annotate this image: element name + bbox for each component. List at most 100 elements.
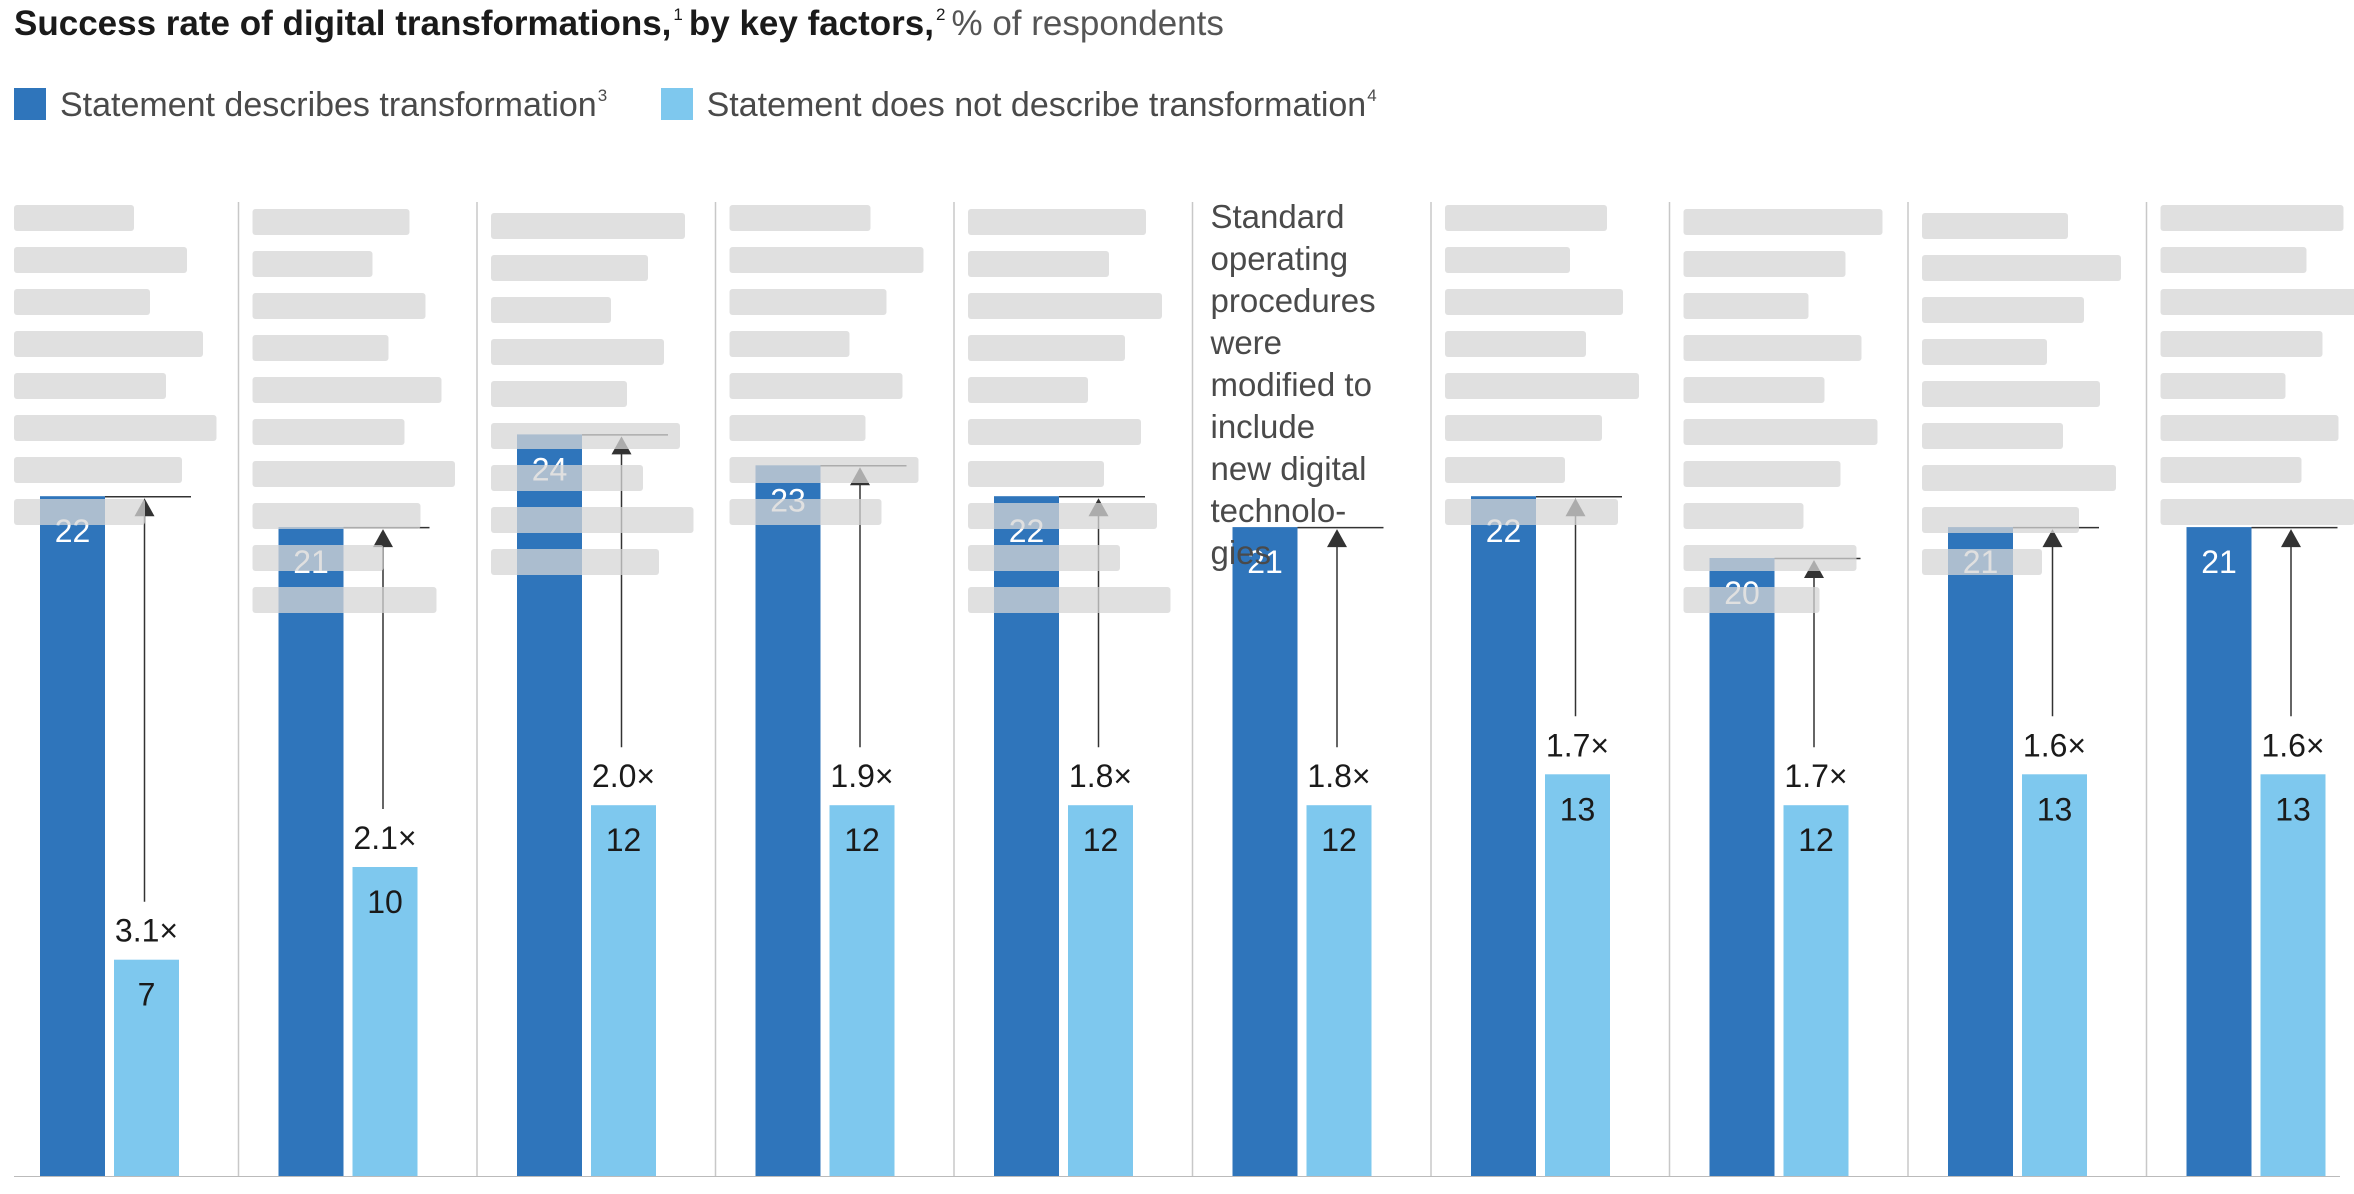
redacted-line <box>252 587 437 613</box>
bar-does-not-describe <box>352 867 418 1176</box>
redacted-line <box>1445 499 1618 525</box>
redacted-line <box>1445 415 1602 441</box>
redacted-line <box>491 255 648 281</box>
category-label-line: Standard <box>1211 198 1345 235</box>
data-label-does-not-describe: 12 <box>844 822 880 858</box>
redacted-line <box>1683 419 1878 445</box>
legend-label-does-not-describe: Statement does not describe transformati… <box>706 86 1367 124</box>
redacted-line <box>968 335 1125 361</box>
data-label-does-not-describe: 12 <box>1798 822 1834 858</box>
redacted-category-label <box>491 213 694 575</box>
chart-title: Success rate of digital transformations,… <box>14 4 1224 44</box>
arrow-up-icon <box>373 529 393 548</box>
legend-item-does-not-describe: Statement does not describe transformati… <box>660 86 1377 125</box>
redacted-line <box>968 545 1120 571</box>
redacted-line <box>2160 331 2323 357</box>
redacted-category-label <box>1445 205 1639 525</box>
data-label-does-not-describe: 13 <box>2037 791 2073 827</box>
redacted-line <box>2160 247 2307 273</box>
bar-group-6: 21 12 1.8× Standard operating procedures were m… <box>1210 198 1384 1176</box>
redacted-line <box>968 503 1157 529</box>
redacted-line <box>252 503 421 529</box>
bar-group-4: 23121.9× <box>729 205 924 1176</box>
redacted-line <box>729 247 924 273</box>
category-label-line: procedures <box>1211 282 1376 319</box>
category-label-line: operating <box>1211 240 1349 277</box>
multiplier-label: 1.8× <box>1307 758 1370 794</box>
redacted-line <box>14 205 134 231</box>
redacted-line <box>14 289 150 315</box>
title-unit: % of respondents <box>951 4 1224 43</box>
multiplier-label: 1.7× <box>1546 727 1609 763</box>
redacted-line <box>491 297 611 323</box>
redacted-line <box>2160 415 2339 441</box>
category-label-line: gies <box>1211 534 1272 571</box>
bar-describes <box>1709 558 1775 1176</box>
redacted-line <box>968 293 1162 319</box>
data-label-does-not-describe: 12 <box>606 822 642 858</box>
category-label: Standard operating procedures were modified … <box>1210 198 1376 571</box>
redacted-line <box>252 419 405 445</box>
redacted-line <box>491 423 680 449</box>
bar-group-3: 24122.0× <box>491 213 694 1176</box>
redacted-line <box>252 335 389 361</box>
redacted-line <box>252 377 442 403</box>
category-label-line: modified to <box>1211 366 1372 403</box>
redacted-line <box>1922 381 2100 407</box>
redacted-line <box>1683 461 1841 487</box>
redacted-line <box>1922 255 2121 281</box>
legend-swatch-does-not-describe <box>660 88 693 120</box>
redacted-line <box>1922 549 2042 575</box>
title-main: Success rate of digital transformations, <box>14 4 672 43</box>
redacted-line <box>1683 293 1809 319</box>
redacted-category-label <box>1683 209 1883 613</box>
data-label-does-not-describe: 7 <box>138 977 156 1013</box>
bar-does-not-describe <box>591 805 656 1176</box>
data-label-describes: 21 <box>1247 544 1283 580</box>
redacted-category-label <box>968 209 1171 613</box>
multiplier-label: 1.7× <box>1784 758 1847 794</box>
redacted-line <box>1922 297 2084 323</box>
redacted-line <box>2160 373 2286 399</box>
redacted-category-label <box>14 205 217 525</box>
data-label-does-not-describe: 12 <box>1083 822 1119 858</box>
bar-describes <box>40 496 105 1176</box>
bar-describes <box>1232 527 1298 1176</box>
redacted-line <box>1683 503 1804 529</box>
bar-describes <box>278 527 344 1176</box>
legend-item-describes: Statement describes transformation3 <box>14 86 607 125</box>
redacted-line <box>491 507 694 533</box>
bar-does-not-describe <box>1068 805 1133 1176</box>
redacted-line <box>729 205 871 231</box>
redacted-line <box>1683 335 1862 361</box>
redacted-category-label <box>252 209 455 613</box>
redacted-line <box>14 331 203 357</box>
multiplier-label: 1.9× <box>830 758 893 794</box>
data-label-does-not-describe: 10 <box>367 884 403 920</box>
redacted-line <box>252 461 455 487</box>
bar-group-10: 21 13 1.6× <box>2160 205 2354 1176</box>
redacted-line <box>968 251 1109 277</box>
multiplier-label: 2.1× <box>353 820 416 856</box>
multiplier-label: 3.1× <box>115 913 178 949</box>
multiplier-label: 2.0× <box>592 758 655 794</box>
redacted-line <box>491 465 643 491</box>
redacted-line <box>491 339 664 365</box>
redacted-line <box>252 209 410 235</box>
redacted-line <box>1922 507 2079 533</box>
redacted-line <box>1683 377 1825 403</box>
arrow-up-icon <box>2281 529 2301 548</box>
legend-footnote-does-not-describe: 4 <box>1367 86 1377 105</box>
redacted-line <box>1445 289 1623 315</box>
redacted-line <box>252 251 373 277</box>
redacted-line <box>1683 587 1820 613</box>
title-footnote-2: 2 <box>936 5 946 24</box>
redacted-line <box>252 545 384 571</box>
data-label-does-not-describe: 13 <box>1560 791 1596 827</box>
bar-does-not-describe <box>1306 805 1372 1176</box>
legend-swatch-describes <box>14 88 46 120</box>
arrow-up-icon <box>1327 529 1347 548</box>
